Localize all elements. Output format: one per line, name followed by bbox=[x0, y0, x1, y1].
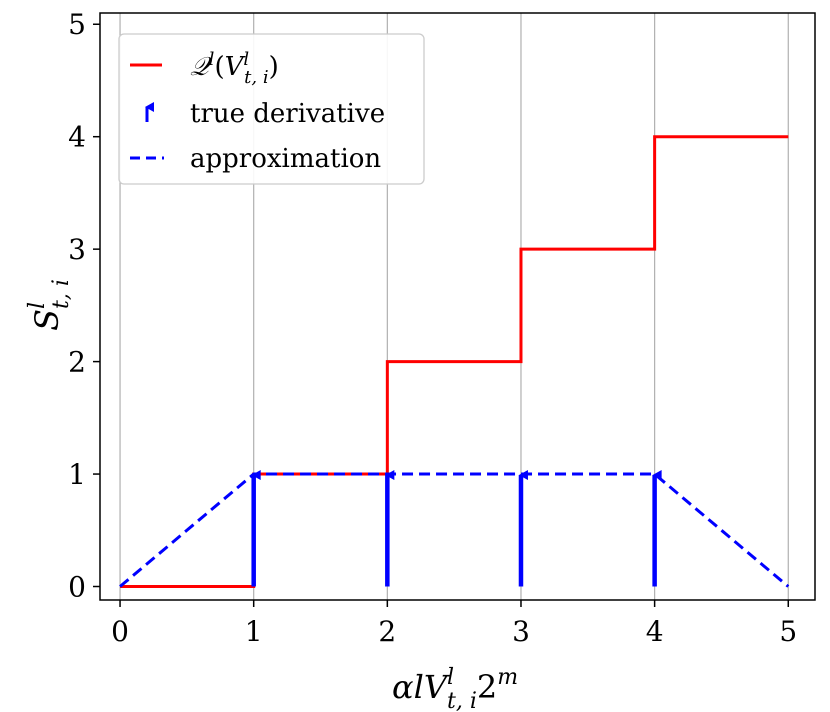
y-tick-label: 1 bbox=[68, 458, 86, 491]
x-tick-label: 4 bbox=[646, 615, 664, 648]
legend-label-true-derivative: true derivative bbox=[190, 99, 385, 129]
y-tick-label: 4 bbox=[68, 121, 86, 154]
legend: 𝒬l(Vl t, i) true derivative approximation bbox=[118, 33, 425, 185]
x-axis-label: αlVl t, i2m bbox=[392, 665, 518, 712]
x-tick-label: 3 bbox=[512, 615, 530, 648]
legend-label-quantizer: 𝒬l(Vl t, i) bbox=[190, 49, 279, 88]
legend-label-approximation: approximation bbox=[190, 144, 381, 174]
x-tick-label: 0 bbox=[111, 615, 129, 648]
y-axis-label: Slt, i bbox=[25, 279, 74, 331]
x-tick-label: 5 bbox=[779, 615, 797, 648]
legend-box bbox=[118, 33, 425, 185]
y-tick-label: 2 bbox=[68, 346, 86, 379]
y-tick-label: 3 bbox=[68, 233, 86, 266]
y-tick-label: 0 bbox=[68, 571, 86, 604]
plot-frame bbox=[99, 12, 816, 601]
ticks: 0 1 2 3 4 5 0 1 2 3 4 5 bbox=[68, 8, 797, 648]
series-line-approximation bbox=[119, 472, 790, 588]
x-tick-label: 1 bbox=[245, 615, 263, 648]
y-tick-label: 5 bbox=[68, 8, 86, 41]
series-layer bbox=[119, 135, 790, 589]
x-tick-label: 2 bbox=[378, 615, 396, 648]
